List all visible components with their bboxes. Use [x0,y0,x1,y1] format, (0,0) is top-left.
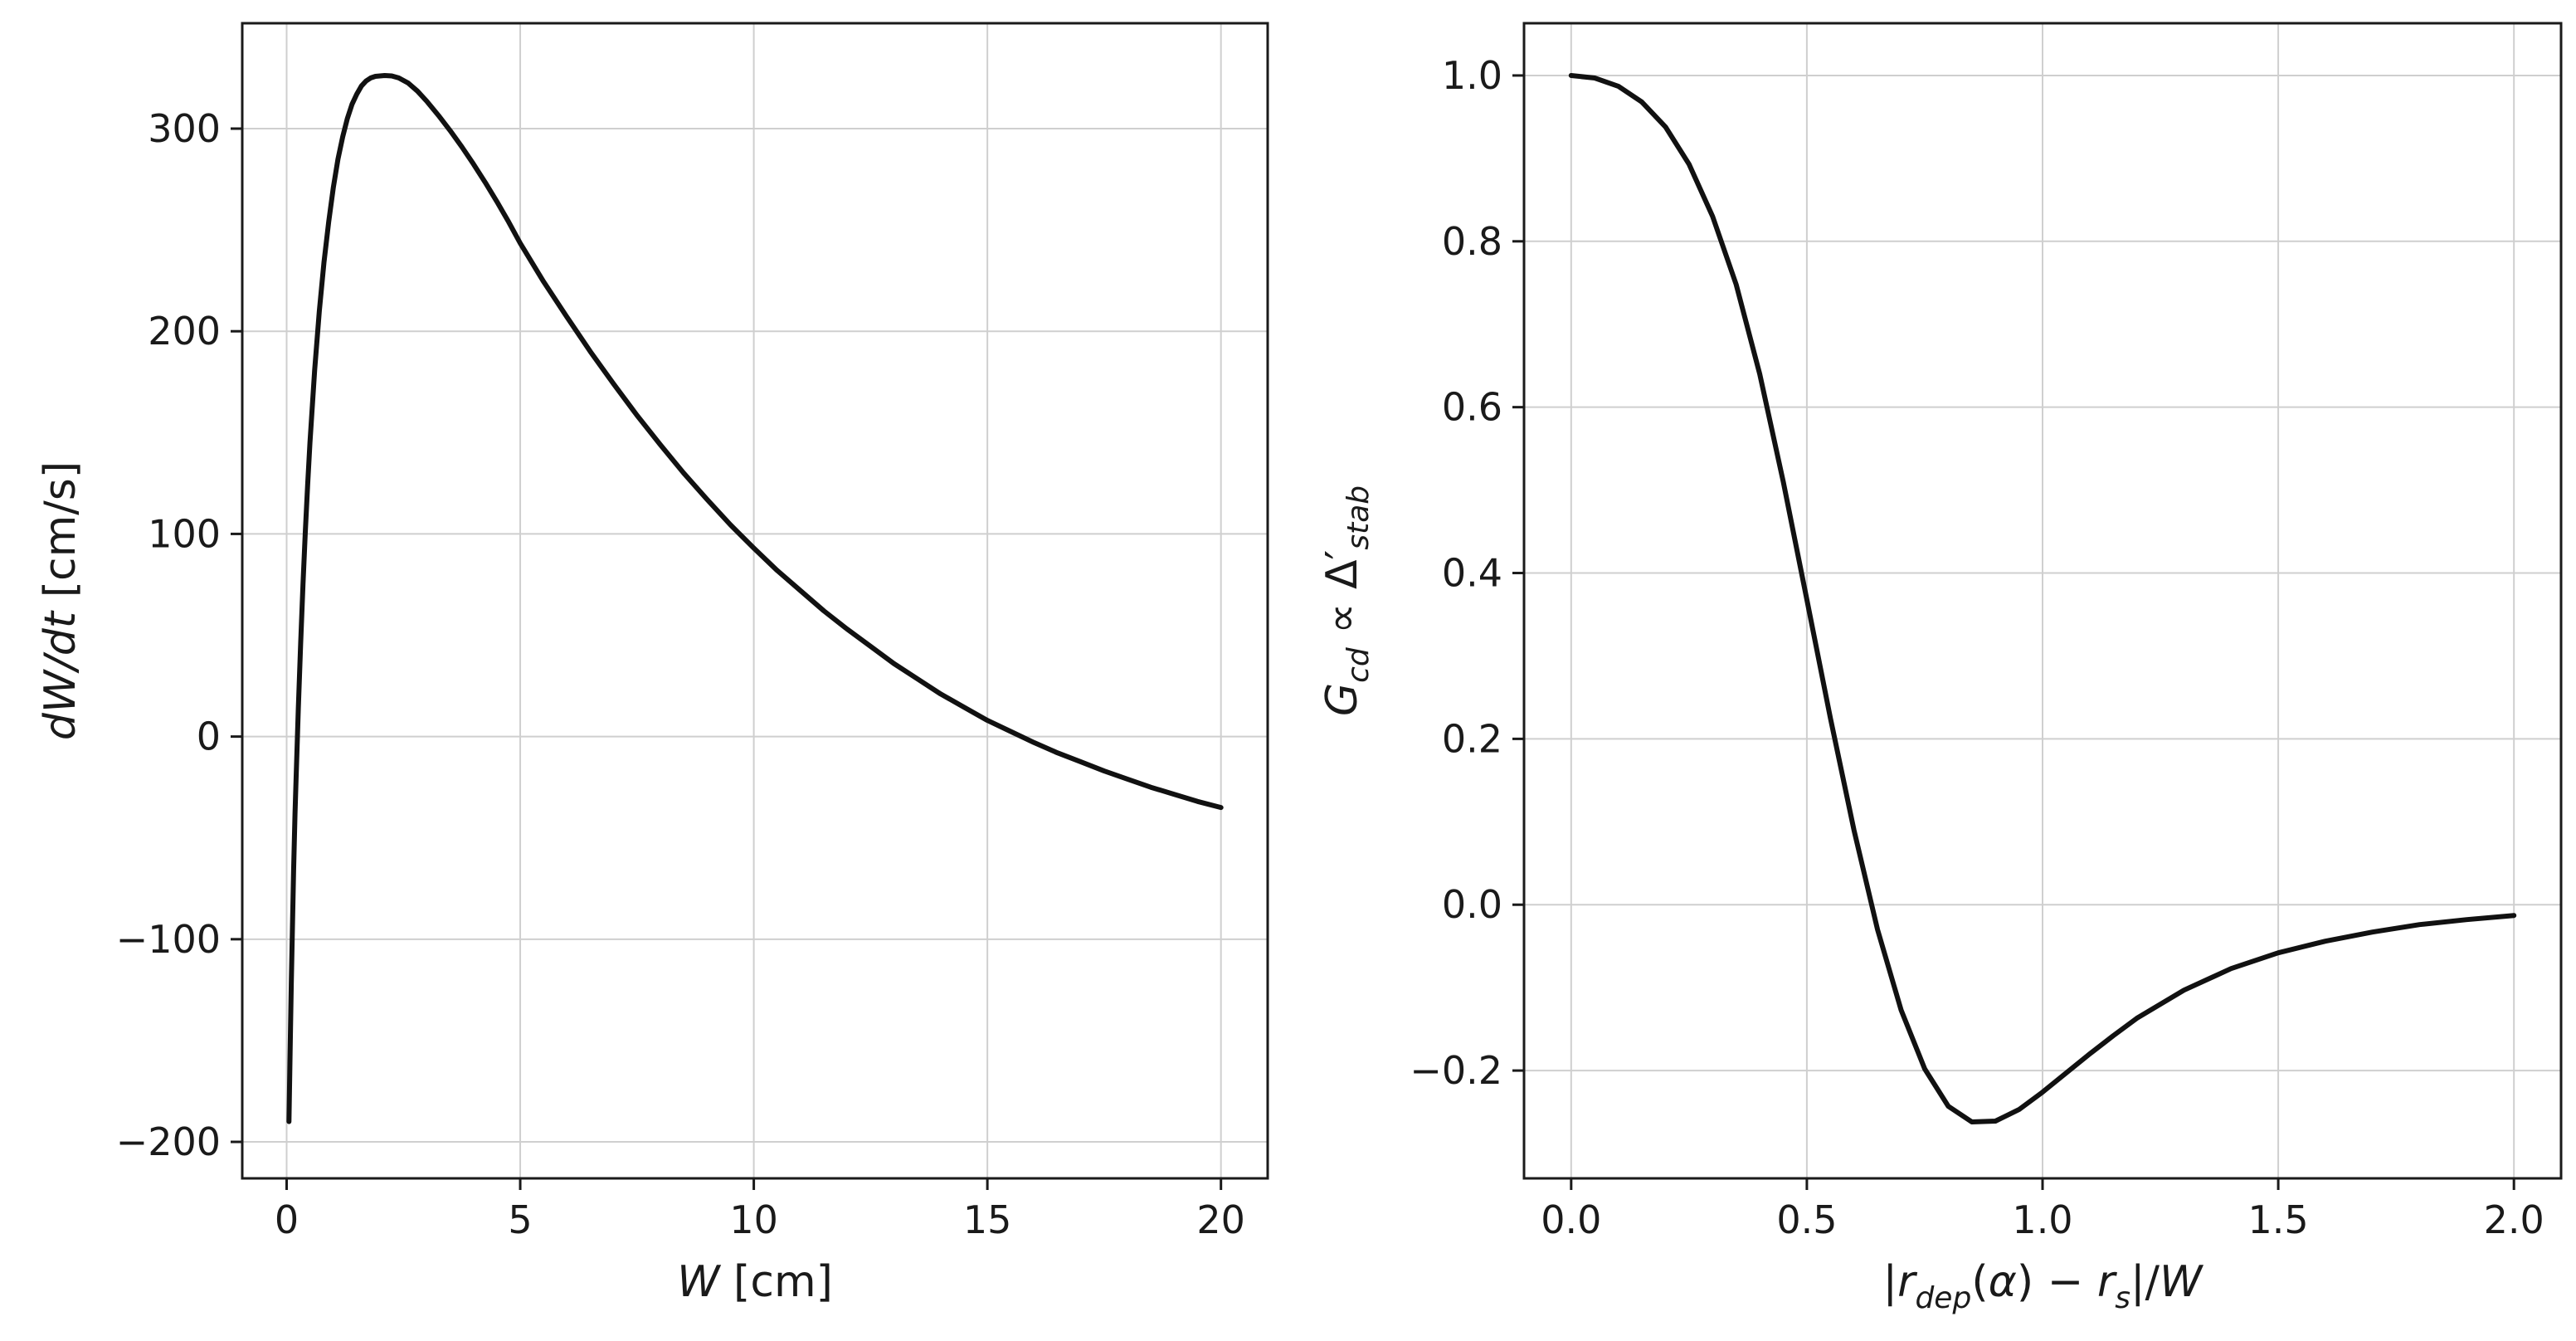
y-tick-label: 1.0 [1442,53,1502,98]
x-tick-label: 15 [963,1197,1012,1242]
x-tick-label: 0.0 [1541,1197,1601,1242]
chart-background [1298,0,2576,1341]
y-tick-label: −100 [116,917,221,962]
x-tick-label: 1.0 [2012,1197,2072,1242]
y-tick-label: 200 [148,309,221,354]
x-tick-label: 0.5 [1776,1197,1837,1242]
x-axis-label: W [cm] [677,1257,833,1307]
y-tick-label: 100 [148,511,221,556]
data-curve [286,73,1224,1124]
x-tick-label: 1.5 [2248,1197,2309,1242]
y-tick-label: 0.8 [1442,219,1502,264]
y-tick-label: 0.0 [1442,882,1502,927]
y-tick-label: 0.6 [1442,385,1502,430]
chart-panel-stabilization: 0.0 0.5 1.0 1.5 2.0 −0.2 0.0 0.2 0.4 0.6 0.8 1.0 |rd… [1298,0,2576,1341]
stabilization-chart-svg: 0.0 0.5 1.0 1.5 2.0 −0.2 0.0 0.2 0.4 0.6 0.8 1.0 |rd… [1298,0,2576,1341]
y-tick-label: 0 [197,714,221,759]
chart-background [0,0,1278,1341]
y-tick-label: 0.4 [1442,551,1502,596]
x-axis-label: |rdep(α) − rs|/W [1883,1257,2205,1315]
y-tick-label: −200 [116,1119,221,1164]
y-tick-label: 300 [148,106,221,151]
x-tick-label: 10 [729,1197,778,1242]
y-tick-label: −0.2 [1410,1048,1502,1093]
y-tick-label: 0.2 [1442,716,1502,761]
y-axis-label: Gcd ∝ Δ′stab [1317,485,1376,716]
x-tick-label: 20 [1196,1197,1245,1242]
data-curve [1568,73,2517,1124]
x-tick-label: 2.0 [2484,1197,2544,1242]
chart-panel-growth-rate: 0 5 10 15 20 −200 −100 0 100 200 300 W [cm] dW/dt [c… [0,0,1278,1341]
growth-rate-chart-svg: 0 5 10 15 20 −200 −100 0 100 200 300 W [cm] dW/dt [c… [0,0,1278,1341]
x-tick-label: 0 [275,1197,299,1242]
y-axis-label: dW/dt [cm/s] [36,461,85,740]
x-tick-label: 5 [508,1197,532,1242]
